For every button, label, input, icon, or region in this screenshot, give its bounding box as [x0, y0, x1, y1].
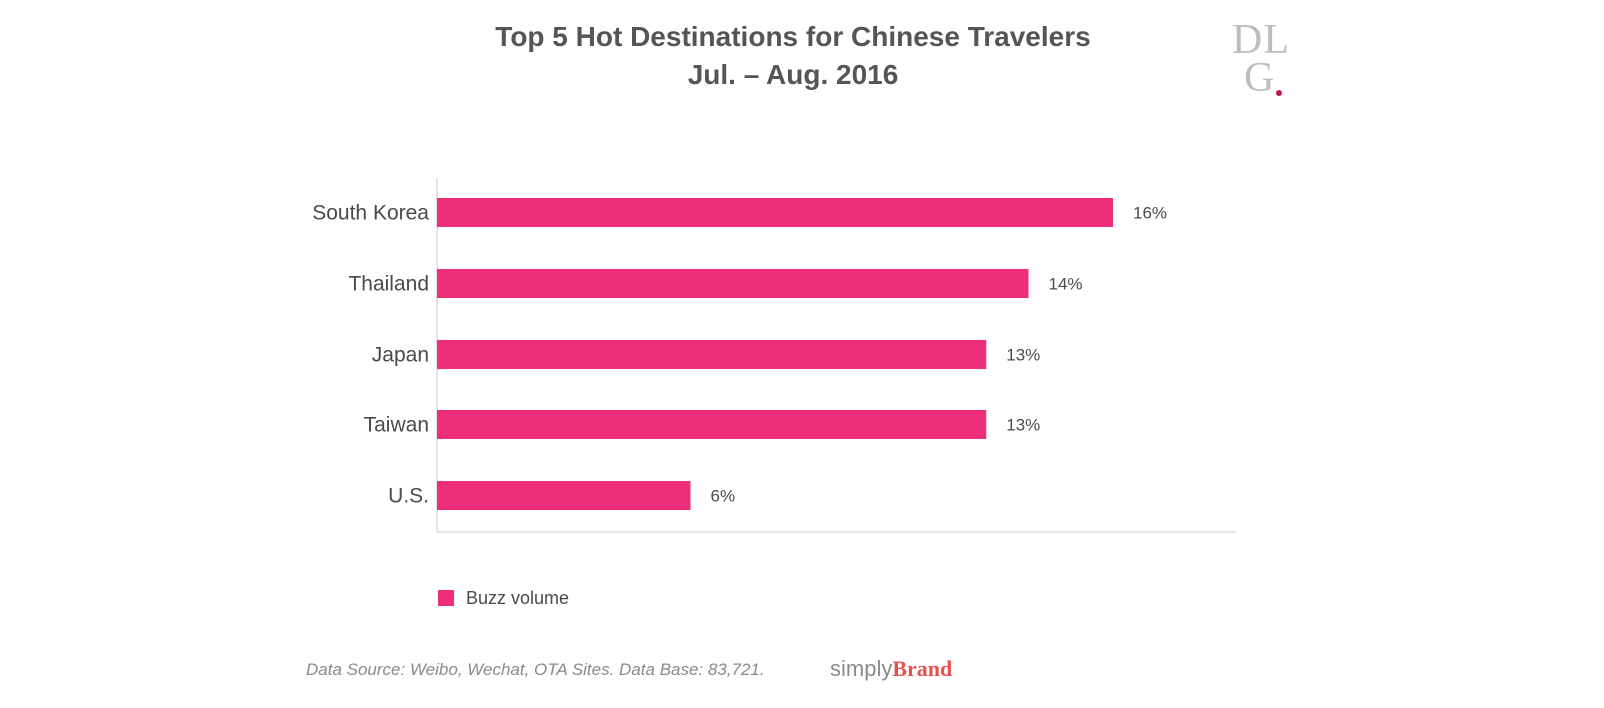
bar [437, 198, 1113, 227]
dlg-logo: DL G [1226, 18, 1306, 108]
chart-subtitle: Jul. – Aug. 2016 [687, 59, 899, 90]
chart-title: Top 5 Hot Destinations for Chinese Trave… [495, 21, 1091, 52]
bar [437, 340, 987, 369]
brand-logo: simplyBrand [830, 656, 952, 682]
category-label: Thailand [348, 273, 429, 296]
data-source-note: Data Source: Weibo, Wechat, OTA Sites. D… [306, 660, 765, 679]
legend-label: Buzz volume [466, 587, 570, 608]
bar [437, 481, 691, 510]
category-label: South Korea [312, 202, 429, 225]
category-label: Taiwan [364, 414, 429, 437]
data-label: 14% [1049, 275, 1083, 294]
bar [437, 269, 1029, 298]
legend: Buzz volume [438, 586, 569, 610]
data-label: 16% [1133, 204, 1167, 223]
data-label: 6% [711, 487, 736, 506]
chart-title-block: Top 5 Hot Destinations for Chinese Trave… [0, 18, 1586, 94]
brand-logo-light-text: simply [830, 656, 893, 681]
category-label: Japan [372, 344, 429, 367]
legend-swatch [438, 590, 454, 606]
logo-line-2: G [1244, 55, 1275, 101]
brand-logo-bold-text: Brand [892, 656, 953, 681]
data-label: 13% [1006, 416, 1040, 435]
logo-dot [1276, 90, 1282, 96]
data-label: 13% [1006, 346, 1040, 365]
category-label: U.S. [388, 485, 429, 508]
logo-line-1: DL [1232, 17, 1290, 63]
bar [437, 410, 987, 439]
